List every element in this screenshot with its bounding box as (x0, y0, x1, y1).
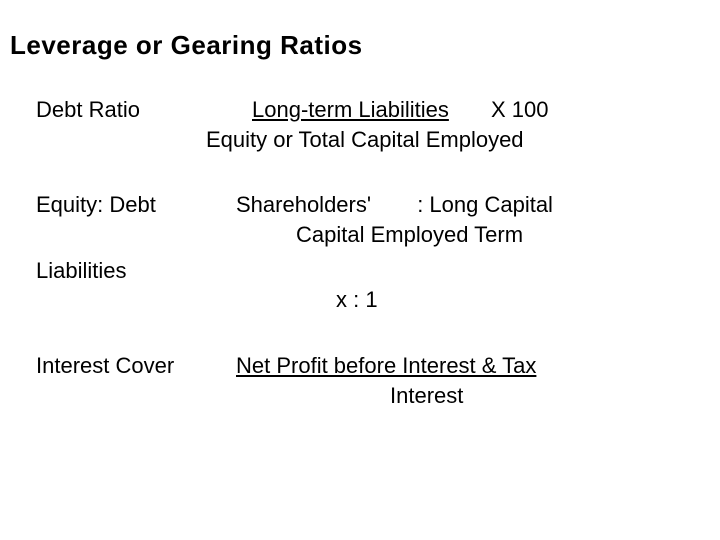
page-title: Leverage or Gearing Ratios (10, 30, 710, 61)
content-area: Debt Ratio Long-term Liabilities X 100 E… (10, 95, 710, 411)
interest-cover-label: Interest Cover (36, 351, 236, 381)
equity-debt-section: Equity: Debt Shareholders' : Long Capita… (36, 190, 710, 315)
debt-ratio-label: Debt Ratio (36, 95, 236, 125)
equity-debt-liabilities-label: Liabilities (36, 256, 236, 286)
interest-cover-section: Interest Cover Net Profit before Interes… (36, 351, 710, 410)
interest-cover-numerator: Net Profit before Interest & Tax (236, 353, 536, 378)
equity-debt-label: Equity: Debt (36, 190, 236, 220)
debt-ratio-section: Debt Ratio Long-term Liabilities X 100 E… (36, 95, 710, 154)
equity-debt-ratio-line: x : 1 (36, 285, 710, 315)
interest-cover-denominator: Interest (36, 381, 710, 411)
debt-ratio-multiplier: X 100 (455, 97, 549, 122)
equity-debt-longcap: : Long Capital (377, 192, 553, 217)
debt-ratio-numerator: Long-term Liabilities (252, 97, 449, 122)
debt-ratio-formula: Long-term Liabilities X 100 (236, 95, 710, 125)
equity-debt-line2: Capital Employed Term (236, 220, 710, 250)
debt-ratio-denominator: Equity or Total Capital Employed (36, 125, 710, 155)
equity-debt-shareholders: Shareholders' (236, 192, 371, 217)
equity-debt-line1: Shareholders' : Long Capital (236, 190, 710, 220)
interest-cover-formula: Net Profit before Interest & Tax (236, 351, 710, 381)
